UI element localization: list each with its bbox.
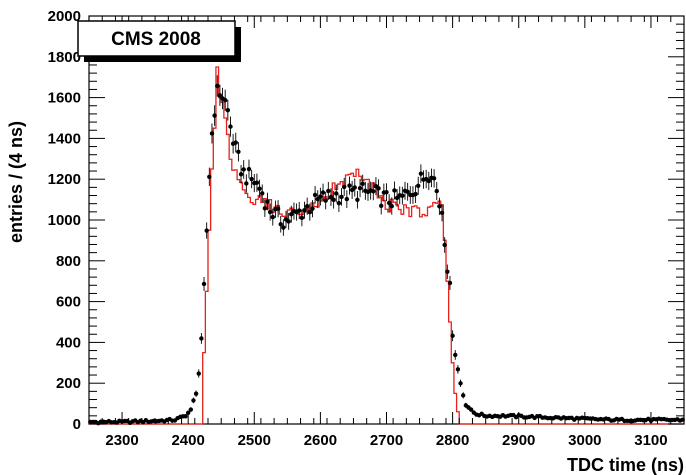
data-point bbox=[279, 216, 283, 233]
x-tick-label: 2600 bbox=[304, 432, 337, 449]
x-tick-label: 2900 bbox=[502, 432, 535, 449]
data-point bbox=[199, 333, 203, 344]
data-point bbox=[350, 181, 354, 199]
data-point bbox=[183, 414, 187, 418]
data-point bbox=[249, 170, 253, 188]
data-point bbox=[413, 185, 417, 203]
data-point bbox=[194, 390, 198, 396]
data-point bbox=[384, 183, 388, 201]
data-point bbox=[424, 170, 428, 188]
data-point bbox=[247, 160, 251, 179]
simulation-step-line bbox=[89, 67, 684, 424]
y-tick-label: 1800 bbox=[48, 49, 81, 66]
y-tick-label: 0 bbox=[73, 416, 81, 433]
data-point bbox=[416, 177, 420, 195]
x-tick-label: 3000 bbox=[568, 432, 601, 449]
y-tick-label: 200 bbox=[56, 375, 81, 392]
data-point bbox=[202, 277, 206, 291]
x-tick-label: 2400 bbox=[171, 432, 204, 449]
data-point bbox=[236, 142, 240, 161]
y-tick-label: 600 bbox=[56, 294, 81, 311]
simulation-histogram bbox=[89, 67, 684, 424]
data-point bbox=[355, 191, 359, 209]
y-tick-label: 800 bbox=[56, 253, 81, 270]
x-tick-label: 2500 bbox=[238, 432, 271, 449]
data-point bbox=[313, 186, 317, 204]
data-point bbox=[353, 178, 357, 196]
y-axis-title: entries / (4 ns) bbox=[6, 121, 26, 243]
x-tick-label: 2700 bbox=[370, 432, 403, 449]
data-point bbox=[347, 176, 351, 194]
y-tick-label: 400 bbox=[56, 334, 81, 351]
y-tick-label: 2000 bbox=[48, 8, 81, 25]
data-point bbox=[234, 133, 238, 153]
axis-tick-labels: 2300 2400 2500 2600 2700 2800 2900 3000 3100 0 200… bbox=[48, 8, 668, 449]
data-point bbox=[191, 398, 195, 404]
data-point bbox=[323, 192, 327, 210]
data-point bbox=[456, 365, 460, 374]
data-point bbox=[276, 200, 280, 217]
data-point bbox=[281, 219, 285, 235]
data-points bbox=[88, 75, 685, 425]
annotation-label: CMS 2008 bbox=[111, 29, 201, 50]
data-point bbox=[458, 380, 462, 387]
plot-frame bbox=[89, 16, 684, 424]
y-tick-label: 1600 bbox=[48, 90, 81, 107]
x-tick-label: 2300 bbox=[105, 432, 138, 449]
axis-ticks bbox=[89, 16, 684, 424]
x-axis-title: TDC time (ns) bbox=[567, 455, 684, 475]
y-tick-label: 1000 bbox=[48, 212, 81, 229]
data-point bbox=[461, 392, 465, 398]
y-tick-label: 1400 bbox=[48, 130, 81, 147]
data-point bbox=[228, 116, 232, 136]
data-point bbox=[432, 169, 436, 187]
data-point bbox=[405, 183, 409, 201]
x-tick-label: 3100 bbox=[634, 432, 667, 449]
data-point bbox=[435, 182, 439, 200]
data-point bbox=[197, 369, 201, 377]
data-point bbox=[427, 172, 431, 190]
annotation-box: CMS 2008 bbox=[78, 21, 241, 62]
x-tick-label: 2800 bbox=[436, 432, 469, 449]
data-point bbox=[345, 190, 349, 208]
data-point bbox=[453, 350, 457, 360]
data-point bbox=[189, 407, 193, 411]
y-tick-label: 1200 bbox=[48, 171, 81, 188]
plot-border bbox=[89, 16, 684, 424]
